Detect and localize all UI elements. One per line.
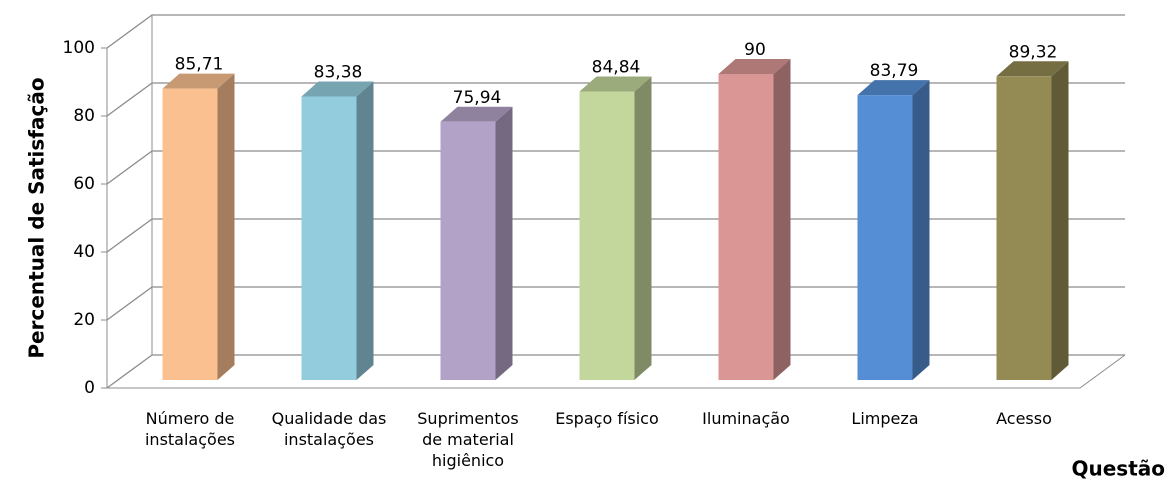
bar-top [162,73,235,89]
x-tick-label: Acesso [996,409,1052,428]
bar [162,88,218,380]
value-label: 83,79 [870,61,919,81]
bar-side [217,73,235,380]
bar-top [440,106,513,122]
bar-side [1051,61,1069,380]
grid-line [106,354,1125,389]
x-tick-label: Qualidade das instalações [271,409,387,449]
bar [718,74,774,380]
bar [579,91,635,380]
y-axis-label: Percentual de Satisfação [25,77,49,358]
bar [857,95,913,380]
floor-right [1079,354,1126,389]
grid-line [106,14,1125,49]
y-tick-label: 0 [84,378,95,398]
x-tick-label: Espaço físico [555,409,659,428]
y-tick-label: 20 [73,310,95,330]
y-tick-label: 100 [63,38,95,58]
bar-side [634,76,652,380]
grid-line [106,218,1125,253]
bar-top [857,80,930,96]
y-tick-label: 60 [73,174,95,194]
x-tick-label: Suprimentos de material higiênico [417,409,519,470]
value-label: 84,84 [592,58,641,78]
value-label: 89,32 [1009,42,1058,62]
bar-top [579,76,652,92]
bar-top [996,61,1069,77]
bar-side [495,106,513,380]
value-label: 75,94 [453,88,502,108]
grid-line [106,286,1125,321]
x-tick-label: Iluminação [702,409,790,428]
value-label: 85,71 [175,55,224,75]
bar-top [301,81,374,97]
x-axis-label: Questão [1071,457,1165,481]
x-tick-label: Limpeza [851,409,919,428]
bar-side [356,81,374,381]
bar-side [912,80,930,380]
bar [301,96,357,381]
grid-line [106,150,1125,185]
value-label: 83,38 [314,63,363,83]
value-label: 90 [744,40,766,60]
y-tick-label: 40 [73,242,95,262]
bar [996,76,1052,380]
grid-line [106,82,1125,117]
x-tick-label: Número de instalações [144,409,235,449]
bar [440,121,496,380]
bar-top [718,59,791,74]
y-tick-label: 80 [73,106,95,126]
bar-side [773,59,791,380]
